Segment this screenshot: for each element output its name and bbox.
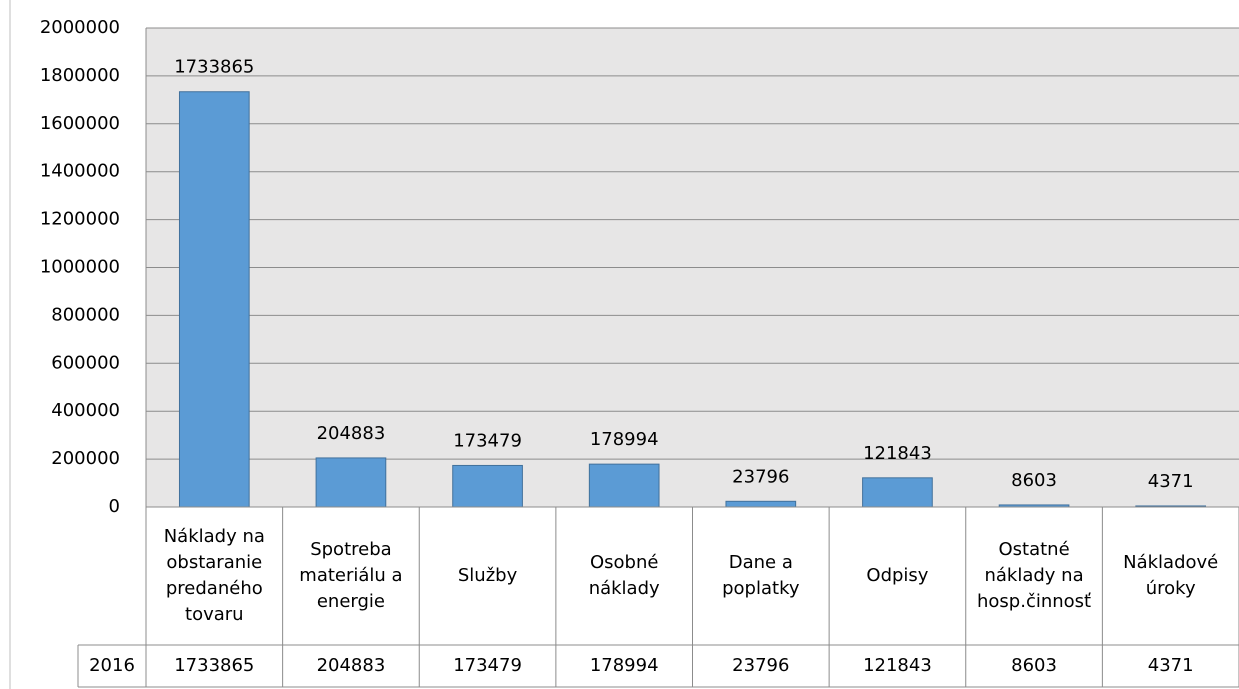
category-label: Odpisy	[866, 565, 929, 586]
category-label: Služby	[457, 565, 518, 586]
table-value: 173479	[453, 655, 522, 676]
category-label: Osobné náklady	[588, 552, 660, 599]
data-label: 23796	[732, 466, 789, 487]
data-label: 8603	[1011, 470, 1057, 491]
series-name: 2016	[89, 655, 135, 676]
category-label: Dane a poplatky	[722, 552, 800, 599]
data-label: 173479	[453, 430, 522, 451]
data-label: 121843	[863, 443, 932, 464]
bar	[315, 457, 387, 508]
data-label: 4371	[1148, 471, 1194, 492]
table-value: 121843	[863, 655, 932, 676]
table-value: 4371	[1147, 655, 1194, 676]
bar	[588, 463, 660, 508]
bar	[862, 477, 933, 508]
y-tick-label: 0	[109, 496, 120, 517]
table-value: 1733865	[174, 655, 255, 676]
table-value: 178994	[589, 655, 659, 676]
y-tick-label: 800000	[51, 304, 120, 325]
category-label: Ostatné náklady na hosp.činnosť	[977, 539, 1092, 612]
bar	[452, 464, 523, 508]
category-label: Nákladové úroky	[1123, 552, 1219, 599]
category-label: Spotreba materiálu a energie	[299, 539, 403, 612]
y-tick-label: 400000	[51, 400, 120, 421]
data-label: 1733865	[174, 57, 254, 78]
data-label: 178994	[590, 429, 659, 450]
y-tick-label: 1000000	[40, 257, 120, 278]
y-tick-label: 1800000	[40, 65, 120, 86]
y-tick-label: 1200000	[40, 209, 120, 230]
y-tick-label: 2000000	[40, 17, 120, 38]
y-tick-label: 1600000	[40, 113, 120, 134]
bar	[178, 91, 250, 508]
table-value: 204883	[316, 655, 386, 676]
table-value: 23796	[732, 655, 790, 676]
y-tick-label: 200000	[51, 448, 120, 469]
data-label: 204883	[317, 423, 386, 444]
y-tick-label: 1400000	[40, 161, 120, 182]
y-tick-label: 600000	[51, 352, 120, 373]
table-value: 8603	[1011, 655, 1057, 676]
category-label: Náklady na obstaranie predaného tovaru	[163, 526, 265, 625]
